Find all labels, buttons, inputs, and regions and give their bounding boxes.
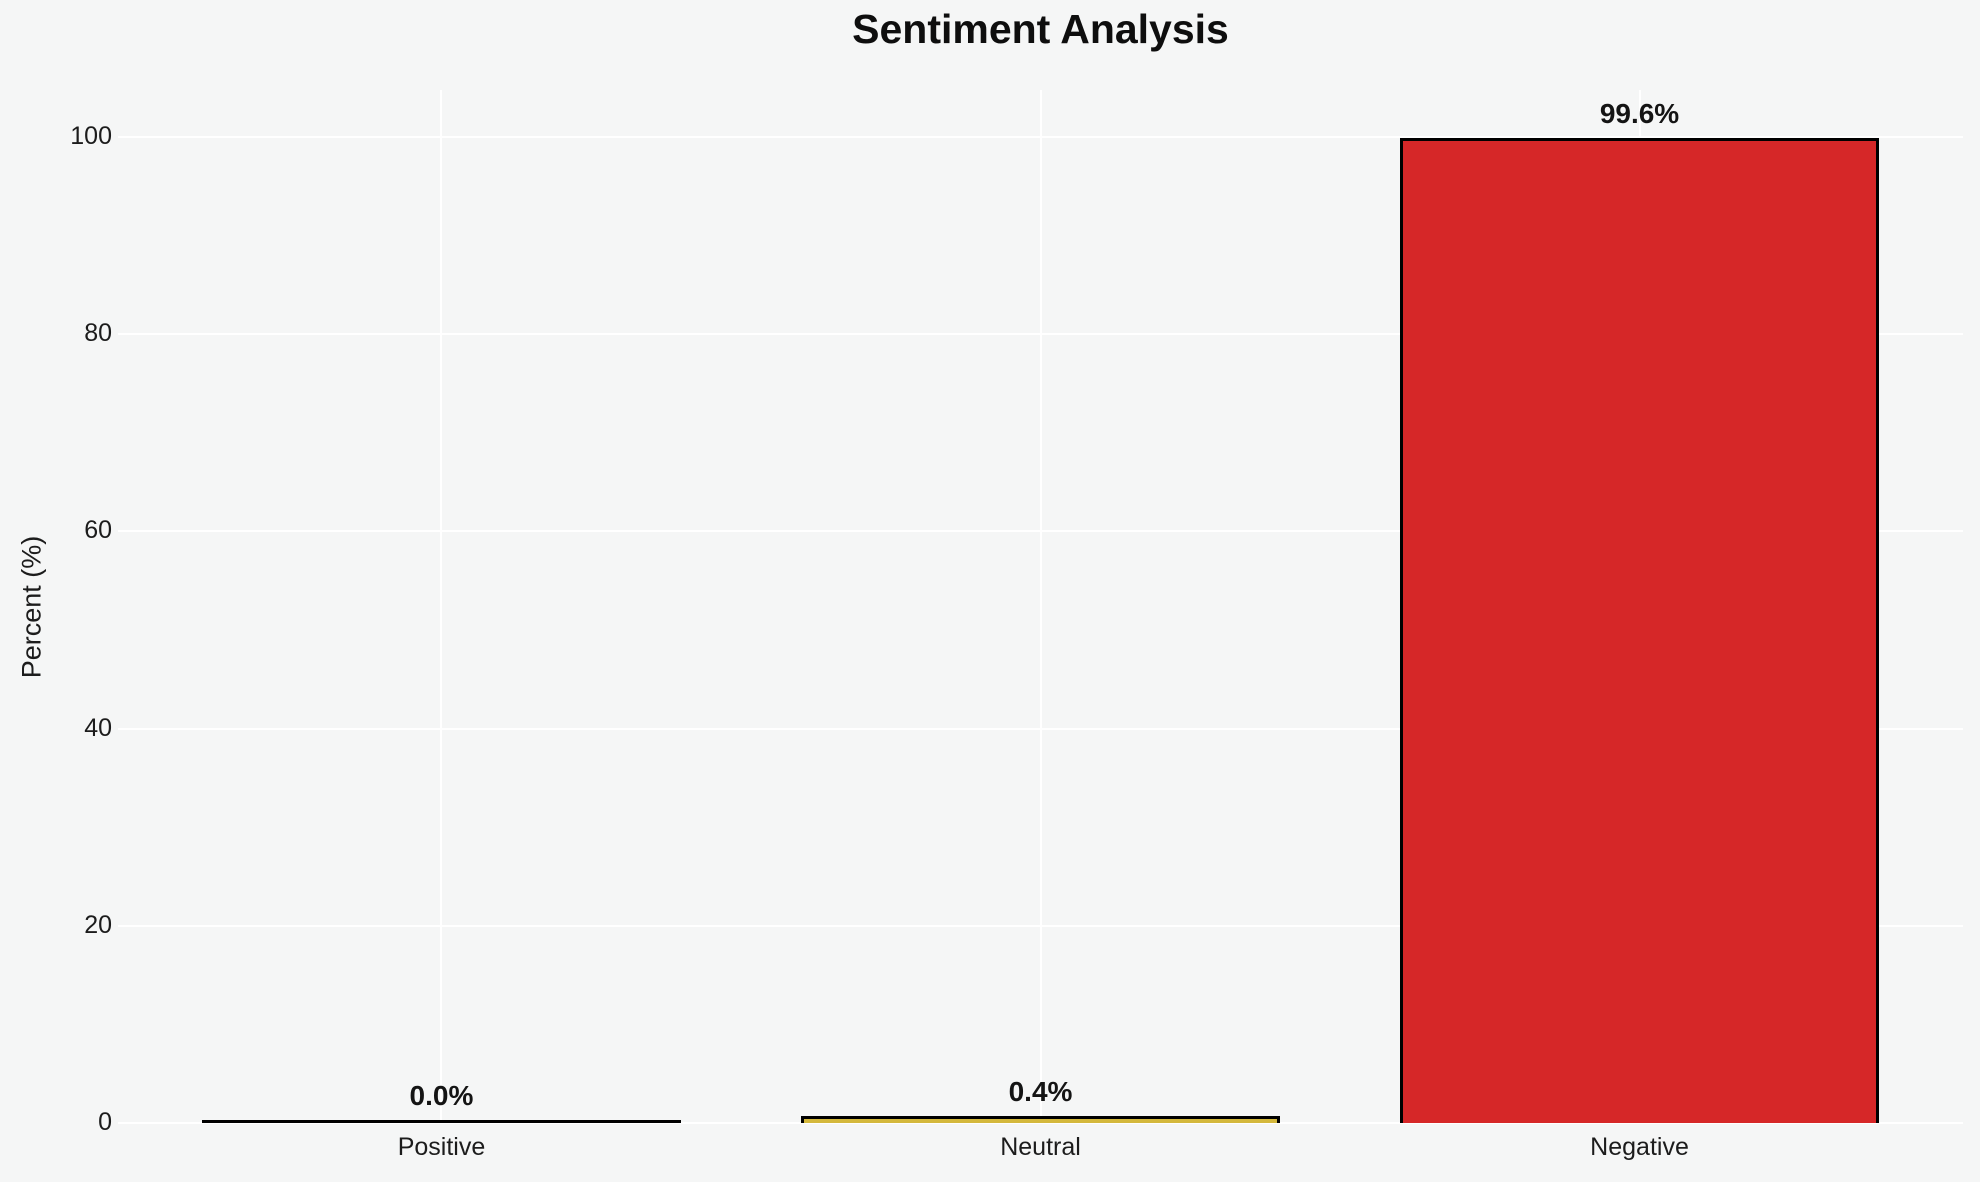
bar-negative [1399, 137, 1880, 1123]
y-tick-label: 100 [70, 121, 112, 150]
x-tick-label: Positive [397, 1133, 486, 1161]
y-tick-label: 80 [84, 319, 112, 348]
bar-neutral [800, 1116, 1281, 1123]
horizontal-gridline [118, 1122, 1963, 1124]
bar-positive [201, 1120, 682, 1123]
y-tick-label: 0 [98, 1108, 112, 1136]
x-tick-label: Neutral [1000, 1133, 1081, 1161]
y-tick-label: 60 [84, 516, 112, 545]
bar-value-label: 99.6% [1599, 97, 1680, 129]
bar-value-label: 0.0% [409, 1080, 474, 1111]
y-axis-label: Percent (%) [16, 535, 47, 678]
chart-title: Sentiment Analysis [852, 6, 1229, 52]
y-tick-label: 20 [84, 910, 112, 939]
vertical-gridline [1039, 90, 1042, 1123]
vertical-gridline [440, 90, 443, 1123]
y-tick-label: 40 [84, 713, 112, 742]
bar-value-label: 0.4% [1008, 1076, 1073, 1108]
x-tick-label: Negative [1590, 1133, 1689, 1161]
